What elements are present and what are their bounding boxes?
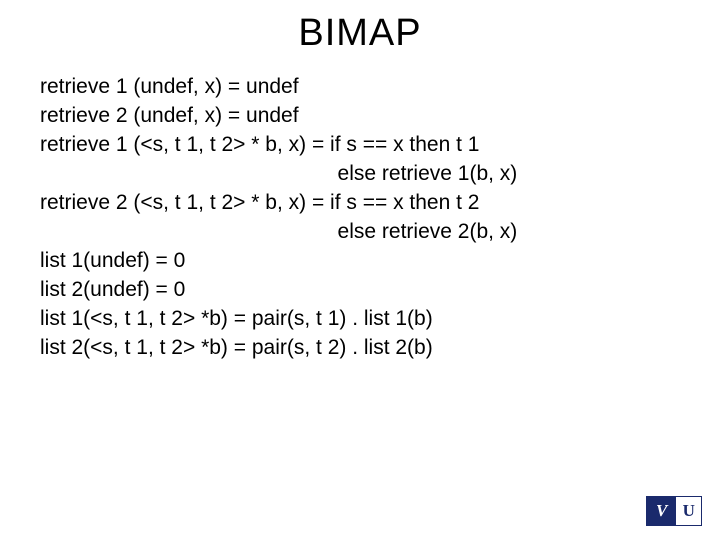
slide-container: BIMAP retrieve 1 (undef, x) = undef retr… bbox=[0, 0, 720, 540]
vu-logo: V U bbox=[646, 496, 702, 526]
logo-left-letter: V bbox=[647, 497, 676, 525]
slide-body: retrieve 1 (undef, x) = undef retrieve 2… bbox=[40, 73, 680, 363]
logo-right-letter: U bbox=[676, 497, 701, 525]
code-line: list 2(<s, t 1, t 2> *b) = pair(s, t 2) … bbox=[40, 334, 680, 363]
slide-title: BIMAP bbox=[40, 12, 680, 55]
code-line: retrieve 1 (undef, x) = undef bbox=[40, 73, 680, 102]
code-line: retrieve 2 (<s, t 1, t 2> * b, x) = if s… bbox=[40, 189, 680, 218]
code-line: else retrieve 1(b, x) bbox=[40, 160, 680, 189]
code-line: retrieve 1 (<s, t 1, t 2> * b, x) = if s… bbox=[40, 131, 680, 160]
code-line: list 1(<s, t 1, t 2> *b) = pair(s, t 1) … bbox=[40, 305, 680, 334]
code-line: list 1(undef) = 0 bbox=[40, 247, 680, 276]
code-line: else retrieve 2(b, x) bbox=[40, 218, 680, 247]
code-line: list 2(undef) = 0 bbox=[40, 276, 680, 305]
code-line: retrieve 2 (undef, x) = undef bbox=[40, 102, 680, 131]
